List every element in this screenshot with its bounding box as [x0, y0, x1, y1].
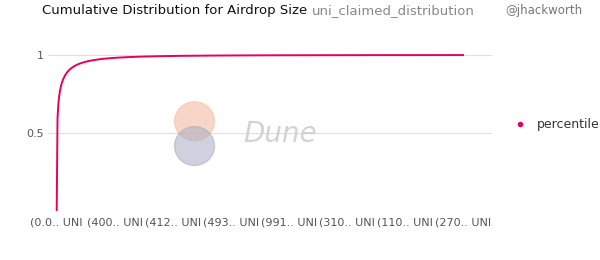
Text: uni_claimed_distribution: uni_claimed_distribution [312, 4, 475, 17]
Text: Dune: Dune [244, 120, 317, 148]
Text: Cumulative Distribution for Airdrop Size: Cumulative Distribution for Airdrop Size [42, 4, 307, 17]
Ellipse shape [175, 127, 215, 165]
Text: @jhackworth: @jhackworth [505, 4, 582, 17]
Ellipse shape [175, 102, 215, 141]
Legend: percentile: percentile [503, 113, 600, 136]
